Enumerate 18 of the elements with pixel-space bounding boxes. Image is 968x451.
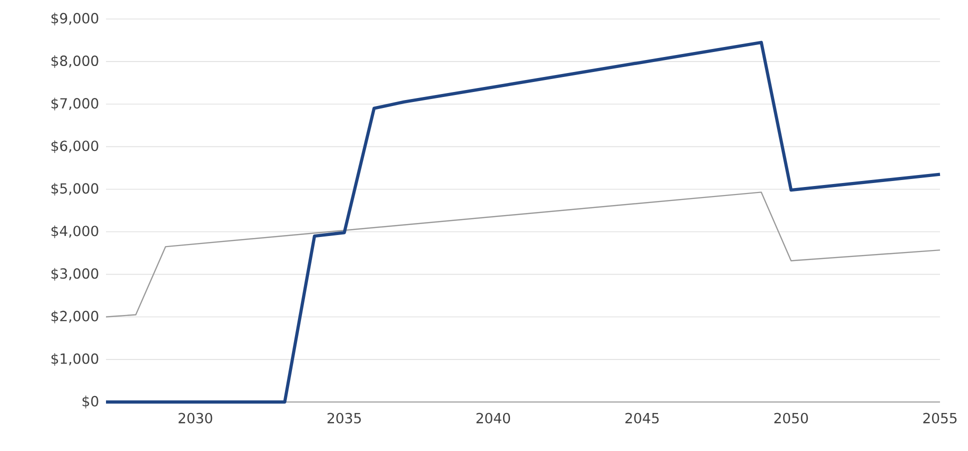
y-tick-label: $4,000 bbox=[52, 225, 98, 238]
y-tick-label: $0 bbox=[82, 396, 98, 408]
y-tick-label: $3,000 bbox=[52, 268, 98, 281]
y-tick-label: $7,000 bbox=[52, 98, 98, 110]
line-series bbox=[104, 40, 942, 404]
y-tick-label: $9,000 bbox=[52, 12, 98, 26]
y-tick-label: $5,000 bbox=[52, 182, 98, 196]
x-tick-label: 2050 bbox=[774, 412, 808, 424]
x-tick-label: 2055 bbox=[923, 412, 957, 424]
y-tick-label: $2,000 bbox=[52, 310, 98, 324]
x-tick-label: 2040 bbox=[476, 412, 510, 424]
x-tick-label: 2045 bbox=[625, 412, 659, 424]
x-tick-label: 2030 bbox=[178, 412, 212, 424]
y-tick-label: $8,000 bbox=[52, 55, 98, 68]
y-tick-label: $6,000 bbox=[52, 140, 98, 153]
x-tick-label: 2035 bbox=[328, 412, 361, 424]
line-series bbox=[105, 192, 941, 318]
y-tick-label: $1,000 bbox=[52, 353, 98, 366]
